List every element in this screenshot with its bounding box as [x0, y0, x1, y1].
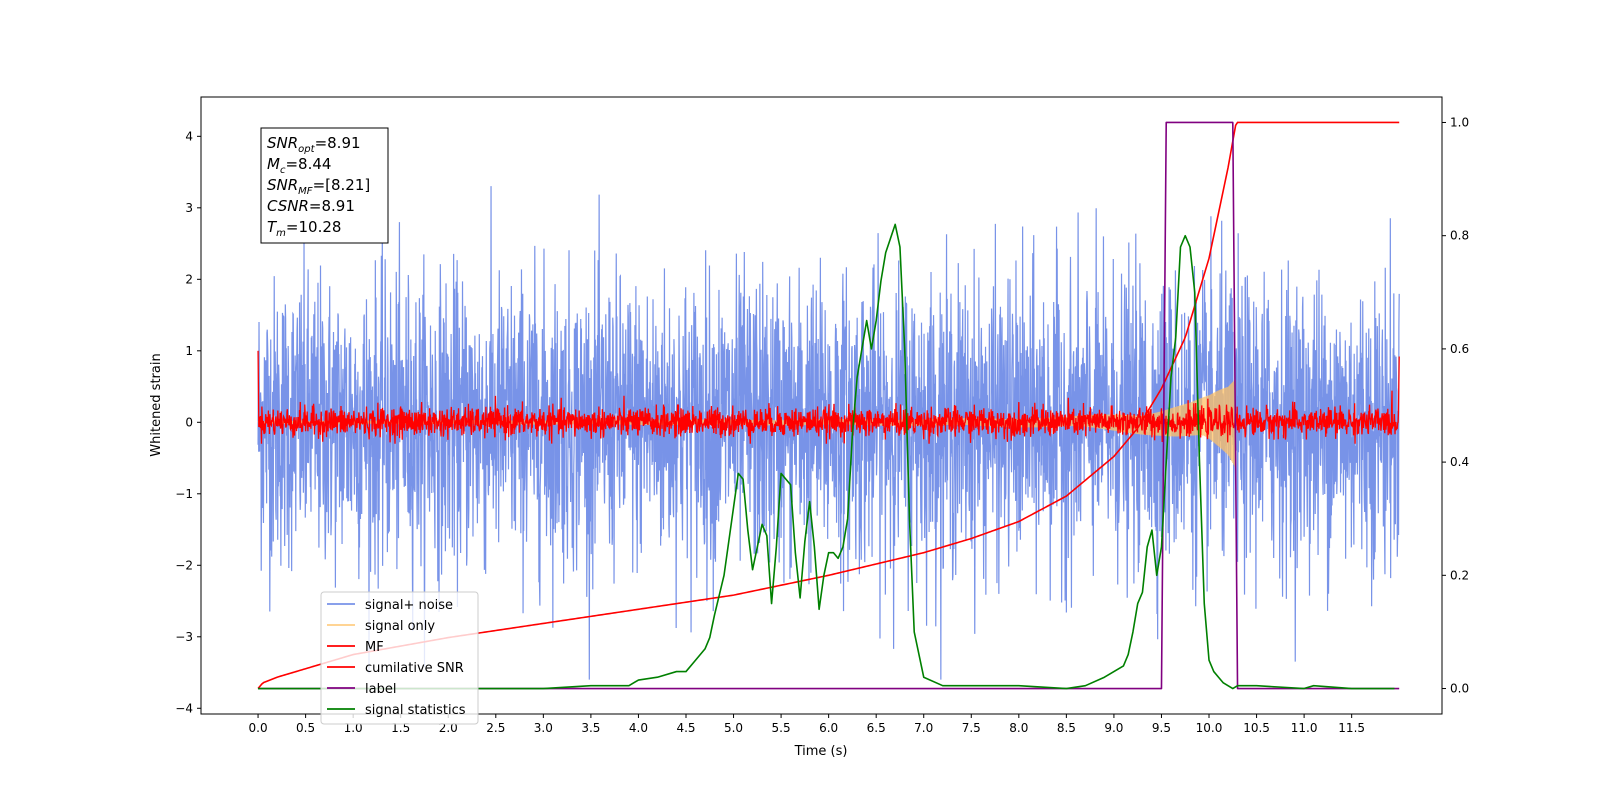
- x-tick-label: 9.0: [1104, 721, 1123, 735]
- annotation-value: =10.28: [286, 218, 342, 236]
- plot-frame: [200, 96, 1443, 715]
- annotation-symbol: SNR: [267, 134, 298, 152]
- annotation-value: =8.91: [315, 134, 361, 152]
- y-tick-label: −3: [175, 630, 193, 644]
- annotation-symbol: CSNR: [267, 197, 309, 215]
- y-axis-title: Whitened strain: [149, 353, 164, 456]
- legend-frame: [320, 591, 479, 725]
- x-tick-label: 11.5: [1338, 721, 1365, 735]
- y-right-tick-label: 0.2: [1450, 568, 1469, 582]
- series-signal-noise-line: [257, 186, 1400, 680]
- y-tick-label: −1: [175, 487, 193, 501]
- x-tick-label: 10.5: [1243, 721, 1270, 735]
- annotation-symbol: T: [267, 218, 278, 236]
- legend: signal+ noise signal only MF cumilative SNR…: [320, 591, 479, 725]
- y-right-tick-label: 1.0: [1450, 115, 1469, 129]
- x-tick-label: 8.0: [1009, 721, 1028, 735]
- x-tick-label: 3.0: [534, 721, 553, 735]
- annotation-value: =8.44: [285, 155, 331, 173]
- legend-label: signal statistics: [365, 703, 466, 718]
- annotation-line: Mc=8.44: [267, 155, 331, 176]
- y-tick-label: 3: [185, 201, 193, 215]
- x-tick-label: 0.5: [296, 721, 315, 735]
- x-tick-label: 6.0: [819, 721, 838, 735]
- annotation-box: SNRopt=8.91Mc=8.44SNRMF=[8.21]CSNR=8.91T…: [260, 127, 389, 244]
- x-tick-label: 8.5: [1057, 721, 1076, 735]
- y-tick-label: 1: [185, 344, 193, 358]
- series-mf-line: [257, 350, 1400, 444]
- y-tick-label: −4: [175, 701, 193, 715]
- x-tick-label: 11.0: [1291, 721, 1318, 735]
- x-tick-label: 4.5: [676, 721, 695, 735]
- annotation-line: Tm=10.28: [267, 218, 341, 239]
- annotation-line: SNRopt=8.91: [267, 134, 361, 155]
- legend-label: label: [365, 682, 396, 697]
- legend-label: MF: [365, 640, 384, 655]
- annotation-line: SNRMF=[8.21]: [267, 176, 370, 197]
- y-right-tick-label: 0.4: [1450, 455, 1469, 469]
- x-tick-label: 3.5: [581, 721, 600, 735]
- x-tick-label: 2.5: [486, 721, 505, 735]
- y-right-tick-label: 0.6: [1450, 342, 1469, 356]
- annotation-frame: [260, 127, 389, 244]
- y-tick-label: 4: [185, 129, 193, 143]
- annotation-subscript: c: [280, 165, 286, 176]
- annotation-subscript: MF: [298, 186, 313, 197]
- annotation-value: =[8.21]: [313, 176, 371, 194]
- x-tick-label: 7.0: [914, 721, 933, 735]
- legend-label: cumilative SNR: [365, 661, 464, 676]
- x-tick-label: 9.5: [1152, 721, 1171, 735]
- x-axis-title: Time (s): [794, 744, 848, 759]
- series-label-line: [258, 121, 1400, 690]
- x-tick-label: 4.0: [629, 721, 648, 735]
- x-tick-label: 6.5: [867, 721, 886, 735]
- y-right-tick-label: 0.0: [1450, 682, 1469, 696]
- legend-label: signal+ noise: [365, 598, 453, 613]
- annotation-line: CSNR=8.91: [267, 197, 355, 215]
- x-tick-label: 5.5: [772, 721, 791, 735]
- x-tick-label: 5.0: [724, 721, 743, 735]
- x-tick-label: 0.0: [249, 721, 268, 735]
- y-tick-label: 0: [185, 415, 193, 429]
- annotation-value: =8.91: [309, 197, 355, 215]
- annotation-subscript: opt: [298, 144, 315, 155]
- y-tick-label: 2: [185, 272, 193, 286]
- x-tick-label: 10.0: [1196, 721, 1223, 735]
- y-axis-left: −4 −3 −2 −1 0 1 2 3 4: [175, 129, 201, 715]
- annotation-symbol: M: [267, 155, 280, 173]
- legend-label: signal only: [365, 619, 435, 634]
- annotation-subscript: m: [276, 228, 286, 239]
- series-signal-statistics-line: [258, 223, 1395, 690]
- y-axis-right: 0.0 0.2 0.4 0.6 0.8 1.0: [1442, 115, 1469, 696]
- y-tick-label: −2: [175, 558, 193, 572]
- x-tick-label: 7.5: [962, 721, 981, 735]
- y-right-tick-label: 0.8: [1450, 229, 1469, 243]
- annotation-symbol: SNR: [267, 176, 298, 194]
